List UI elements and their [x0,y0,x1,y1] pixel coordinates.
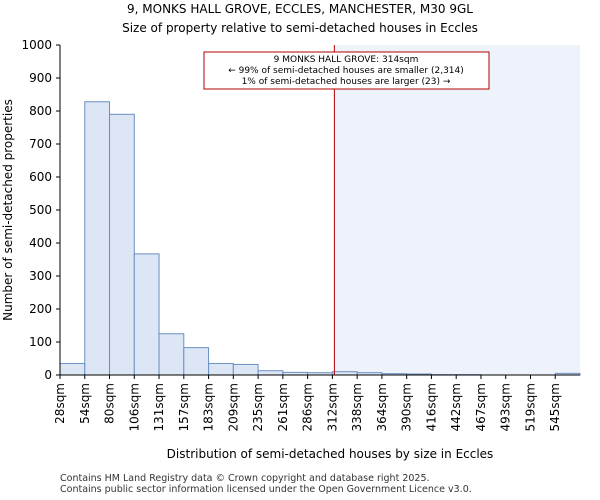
x-tick-label-54sqm: 54sqm [78,383,92,424]
y-tick-label-400: 400 [29,236,52,250]
x-tick-label-286sqm: 286sqm [301,383,315,431]
y-tick-label-500: 500 [29,203,52,217]
x-tick-label-209sqm: 209sqm [226,383,240,431]
y-tick-label-1000: 1000 [21,38,52,52]
y-tick-label-800: 800 [29,104,52,118]
bar-131sqm [158,333,185,376]
y-tick-label-300: 300 [29,269,52,283]
annotation-line-1: 9 MONKS HALL GROVE: 314sqm [274,55,419,65]
x-tick-label-106sqm: 106sqm [127,383,141,431]
bar-235sqm [257,370,284,376]
bar-183sqm [208,362,234,376]
footer-line-2: Contains public sector information licen… [60,484,472,495]
annotation-line-2: ← 99% of semi-detached houses are smalle… [228,66,464,76]
x-tick-label-519sqm: 519sqm [523,383,537,431]
x-tick-label-28sqm: 28sqm [53,383,67,424]
y-tick-label-900: 900 [29,71,52,85]
bar-209sqm [232,363,259,376]
x-tick-label-390sqm: 390sqm [400,383,414,431]
y-tick-label-700: 700 [29,137,52,151]
chart-subtitle: Size of property relative to semi-detach… [122,21,478,35]
chart-title: 9, MONKS HALL GROVE, ECCLES, MANCHESTER,… [127,2,473,16]
x-tick-label-261sqm: 261sqm [276,383,290,431]
x-tick-label-545sqm: 545sqm [548,383,562,431]
highlight-region [334,45,580,375]
x-tick-label-131sqm: 131sqm [152,383,166,431]
x-tick-label-157sqm: 157sqm [177,383,191,431]
x-tick-label-442sqm: 442sqm [449,383,463,431]
x-tick-label-338sqm: 338sqm [350,383,364,431]
x-axis: 28sqm 54sqm 80sqm 106sqm 131sqm 157sqm 183sqm 2… [53,374,580,431]
y-axis-label: Number of semi-detached properties [1,99,15,321]
y-axis: 0 100 200 300 400 500 600 700 800 900 1000 [21,38,61,382]
x-tick-label-183sqm: 183sqm [202,383,216,431]
y-tick-label-600: 600 [29,170,52,184]
bar-28sqm [59,362,86,376]
x-tick-label-467sqm: 467sqm [474,383,488,431]
annotation-line-3: 1% of semi-detached houses are larger (2… [242,77,451,87]
bar-80sqm [109,113,135,376]
y-tick-label-100: 100 [29,335,52,349]
x-tick-label-312sqm: 312sqm [325,383,339,431]
annotation-box: 9 MONKS HALL GROVE: 314sqm ← 99% of semi… [203,51,490,90]
x-axis-label: Distribution of semi-detached houses by … [167,447,494,461]
y-tick-label-200: 200 [29,302,52,316]
bar-106sqm [133,253,160,376]
footer-line-1: Contains HM Land Registry data © Crown c… [60,473,430,484]
bars-group [59,101,581,376]
x-tick-label-493sqm: 493sqm [499,383,513,431]
x-tick-label-235sqm: 235sqm [251,383,265,431]
x-tick-label-364sqm: 364sqm [375,383,389,431]
bar-54sqm [84,101,111,376]
bar-157sqm [183,347,210,376]
annotation-frame [203,51,490,90]
x-tick-label-416sqm: 416sqm [424,383,438,431]
y-tick-label-0: 0 [44,368,52,382]
x-tick-label-80sqm: 80sqm [103,383,117,424]
